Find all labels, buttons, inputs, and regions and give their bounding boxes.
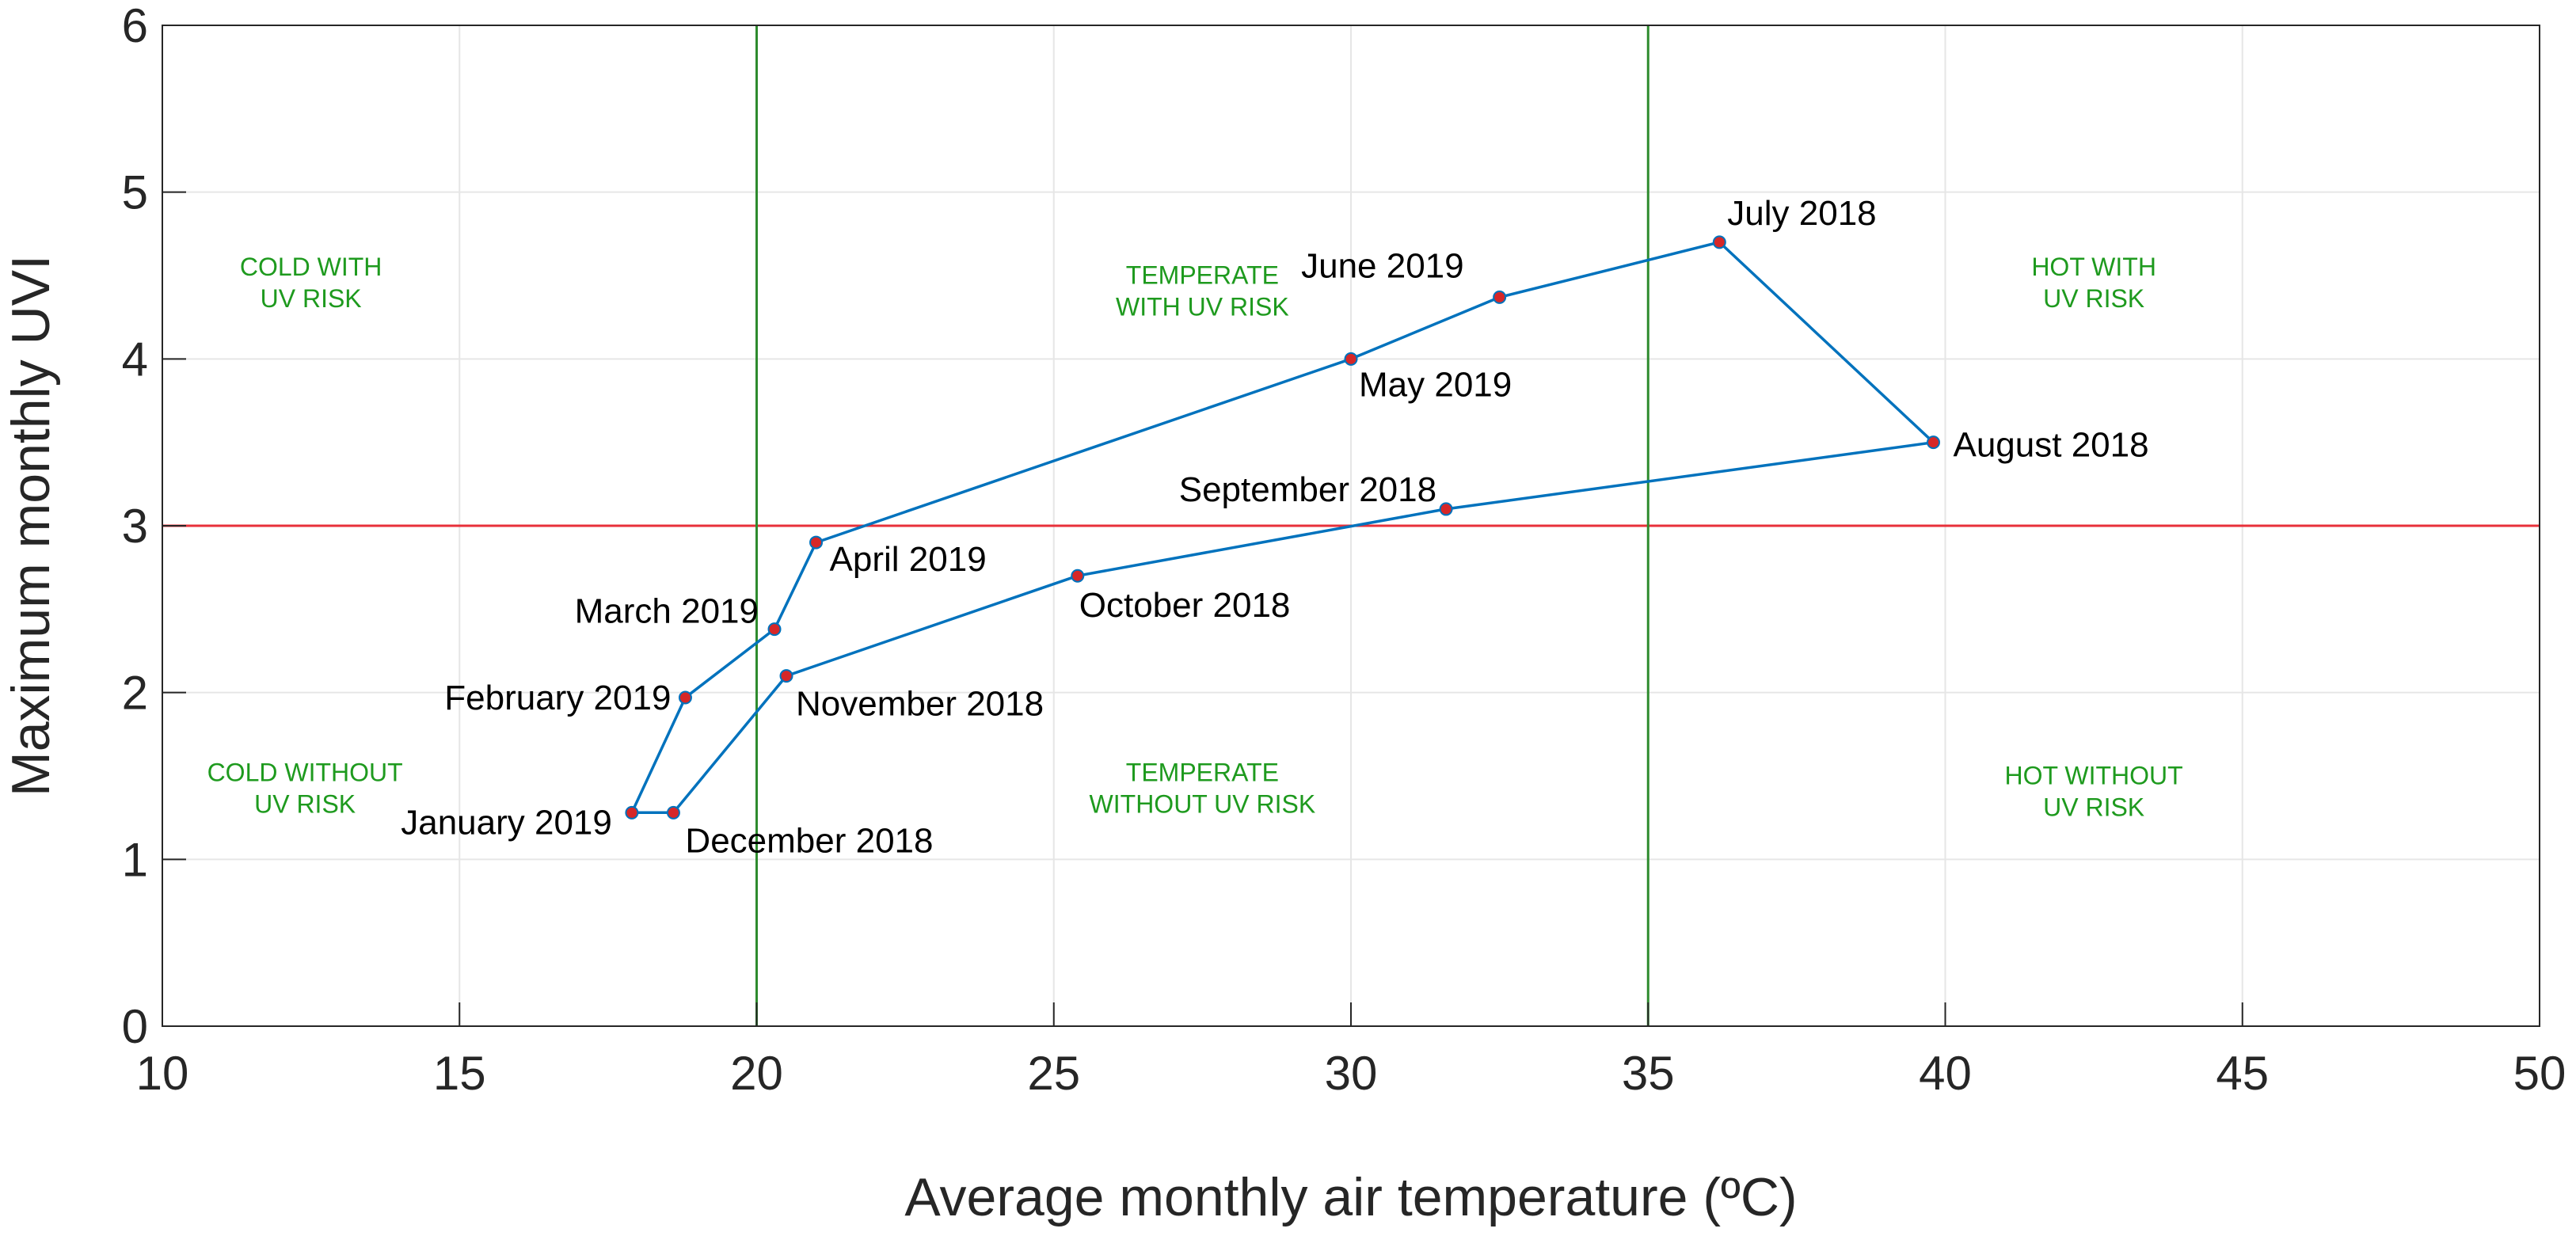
region-label: TEMPERATE WITH UV RISK <box>1116 261 1289 321</box>
y-tick-label: 2 <box>122 667 148 720</box>
data-point-label: April 2019 <box>830 540 987 579</box>
data-point <box>1712 235 1726 249</box>
region-labels: COLD WITH UV RISK TEMPERATE WITH UV RISK HOT… <box>207 253 2183 822</box>
y-tick-label: 0 <box>122 1000 148 1053</box>
x-tick-label: 20 <box>730 1047 783 1100</box>
region-label: HOT WITHOUT UV RISK <box>2005 762 2183 822</box>
data-point-label: June 2019 <box>1301 246 1464 285</box>
region-label-line: UV RISK <box>254 789 356 818</box>
data-point <box>1493 290 1507 304</box>
y-tick-label: 4 <box>122 333 148 386</box>
data-point-label: July 2018 <box>1727 194 1876 233</box>
data-point-label: December 2018 <box>685 821 933 860</box>
data-point <box>1071 569 1085 583</box>
region-label-line: UV RISK <box>2043 793 2144 822</box>
data-point <box>779 669 793 683</box>
data-point-label: February 2019 <box>444 679 671 717</box>
data-point-label: August 2018 <box>1953 426 2148 465</box>
data-point-label: November 2018 <box>796 685 1044 724</box>
region-label: TEMPERATE WITHOUT UV RISK <box>1090 758 1316 818</box>
data-point-label: January 2019 <box>401 803 612 842</box>
region-label-line: COLD WITHOUT <box>207 758 403 786</box>
region-label: COLD WITH UV RISK <box>240 253 382 313</box>
y-tick-label: 5 <box>122 166 148 219</box>
x-tick-label: 10 <box>136 1047 189 1100</box>
region-label-line: UV RISK <box>261 284 362 313</box>
x-tick-label: 50 <box>2513 1047 2566 1100</box>
x-tick-label: 35 <box>1622 1047 1675 1100</box>
y-tick-label: 3 <box>122 500 148 553</box>
x-tick-label: 40 <box>1919 1047 1972 1100</box>
data-point <box>809 535 824 550</box>
data-point <box>678 690 692 705</box>
data-point <box>767 622 782 637</box>
data-point <box>1439 502 1453 516</box>
x-tick-label: 30 <box>1325 1047 1378 1100</box>
y-tick-label: 6 <box>122 0 148 52</box>
region-label-line: HOT WITH <box>2031 253 2156 281</box>
region-label-line: WITH UV RISK <box>1116 293 1289 321</box>
x-tick-label: 45 <box>2216 1047 2269 1100</box>
region-label-line: HOT WITHOUT <box>2005 762 2183 790</box>
data-point <box>1344 352 1358 366</box>
x-tick-label: 25 <box>1027 1047 1080 1100</box>
data-point <box>625 805 639 820</box>
data-point-label: May 2019 <box>1359 365 1512 404</box>
y-tick-label: 1 <box>122 833 148 886</box>
region-label-line: TEMPERATE <box>1126 758 1279 786</box>
region-label: HOT WITH UV RISK <box>2031 253 2156 313</box>
x-tick-label: 15 <box>433 1047 486 1100</box>
x-axis-title: Average monthly air temperature (ºC) <box>904 1167 1797 1227</box>
data-point-label: October 2018 <box>1079 586 1291 625</box>
region-label-line: COLD WITH <box>240 253 382 281</box>
region-label-line: WITHOUT UV RISK <box>1090 789 1316 818</box>
region-label-line: UV RISK <box>2043 284 2144 313</box>
y-axis-title: Maximum monthly UVI <box>1 255 61 797</box>
region-label-line: TEMPERATE <box>1126 261 1279 290</box>
point-labels: July 2018 August 2018 September 2018 Octobe… <box>401 194 2148 860</box>
series <box>625 235 1940 820</box>
data-point <box>666 805 680 820</box>
data-point <box>1926 435 1940 450</box>
region-label: COLD WITHOUT UV RISK <box>207 758 403 818</box>
data-point-label: March 2019 <box>575 592 759 631</box>
data-point-label: September 2018 <box>1179 470 1436 509</box>
